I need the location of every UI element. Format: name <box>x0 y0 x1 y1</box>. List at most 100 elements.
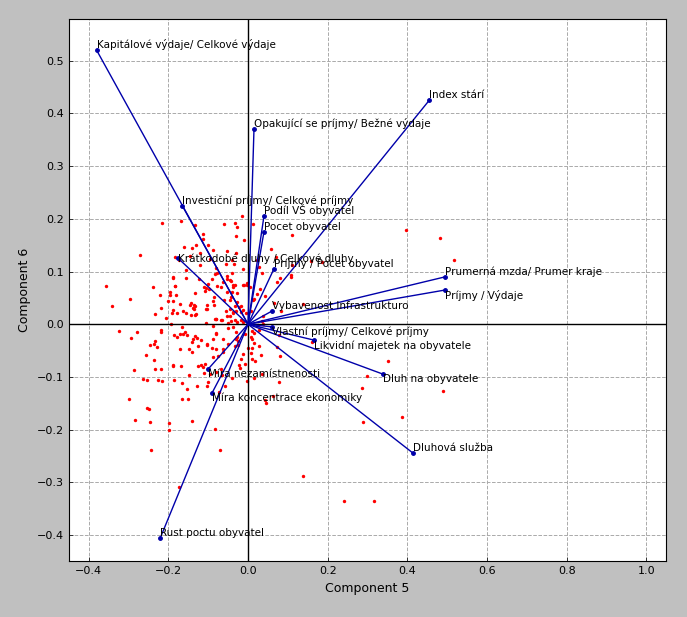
Point <box>188 334 199 344</box>
Point <box>247 344 258 354</box>
Point <box>216 370 227 380</box>
Point <box>214 445 225 455</box>
Point <box>191 240 202 250</box>
Point <box>297 299 308 309</box>
Point <box>211 328 222 337</box>
Point <box>207 321 218 331</box>
Point <box>230 334 241 344</box>
Point <box>228 322 239 332</box>
Point <box>252 289 263 299</box>
Point <box>210 424 221 434</box>
Point <box>168 272 179 282</box>
Point <box>285 270 296 280</box>
Point <box>174 482 185 492</box>
Point <box>216 282 227 292</box>
Point <box>242 278 253 288</box>
Point <box>218 277 229 287</box>
Text: Dluh na obyvatele: Dluh na obyvatele <box>383 375 479 384</box>
Text: Krátkodobé dluhy / Celkové dluhy: Krátkodobé dluhy / Celkové dluhy <box>179 253 354 263</box>
Point <box>205 370 216 379</box>
Point <box>181 384 192 394</box>
Point <box>185 300 196 310</box>
Point <box>157 376 168 386</box>
Point <box>221 259 232 269</box>
Point <box>210 329 221 339</box>
Point <box>145 445 156 455</box>
Point <box>228 280 239 289</box>
Point <box>217 334 228 344</box>
Point <box>218 219 229 229</box>
Point <box>231 288 242 297</box>
Point <box>207 334 218 344</box>
Point <box>129 415 140 424</box>
Point <box>401 225 412 234</box>
Point <box>241 376 252 386</box>
Point <box>245 348 256 358</box>
Point <box>201 381 212 391</box>
Point <box>142 375 153 385</box>
Point <box>358 418 369 428</box>
Point <box>240 308 251 318</box>
Point <box>221 305 232 315</box>
Point <box>144 404 155 413</box>
Point <box>448 255 459 265</box>
Text: Vlastní príjmy/ Celkové príjmy: Vlastní príjmy/ Celkové príjmy <box>272 327 429 337</box>
Point <box>176 361 187 371</box>
Point <box>155 327 166 337</box>
Point <box>174 299 185 309</box>
Point <box>142 403 153 413</box>
Point <box>249 356 260 366</box>
Point <box>202 339 213 349</box>
Point <box>202 339 213 349</box>
Point <box>213 351 224 361</box>
Point <box>247 334 258 344</box>
Point <box>222 271 233 281</box>
Point <box>227 307 238 317</box>
Point <box>274 351 285 361</box>
Point <box>180 308 191 318</box>
Point <box>248 294 259 304</box>
Point <box>183 344 194 354</box>
Point <box>227 287 238 297</box>
Point <box>174 329 185 339</box>
Point <box>218 295 229 305</box>
Point <box>164 287 175 297</box>
Point <box>155 290 166 300</box>
Point <box>369 496 380 506</box>
Point <box>189 331 200 341</box>
Point <box>181 265 192 275</box>
Text: Kapitálové výdaje/ Celkové výdaje: Kapitálové výdaje/ Celkové výdaje <box>97 39 275 50</box>
Text: Pocet obyvatel: Pocet obyvatel <box>264 222 341 232</box>
Point <box>396 412 407 421</box>
Point <box>273 377 284 387</box>
Point <box>156 364 167 374</box>
Point <box>226 373 237 383</box>
Point <box>166 308 177 318</box>
Point <box>222 318 233 328</box>
Point <box>232 336 243 346</box>
Point <box>201 304 212 314</box>
Point <box>153 375 164 385</box>
Point <box>193 341 204 351</box>
Point <box>187 243 198 253</box>
Point <box>225 275 236 285</box>
Point <box>230 301 241 311</box>
Point <box>201 318 212 328</box>
Point <box>171 308 182 318</box>
Point <box>297 471 308 481</box>
Point <box>113 326 124 336</box>
Point <box>217 344 228 354</box>
Point <box>182 394 193 404</box>
Point <box>223 323 234 333</box>
Point <box>231 231 242 241</box>
Point <box>339 496 350 506</box>
Point <box>239 358 250 368</box>
Point <box>214 387 225 397</box>
Point <box>199 359 210 369</box>
Point <box>151 342 162 352</box>
Point <box>236 211 247 221</box>
Point <box>259 395 270 405</box>
Point <box>172 333 183 342</box>
Point <box>222 339 233 349</box>
Point <box>212 281 223 291</box>
